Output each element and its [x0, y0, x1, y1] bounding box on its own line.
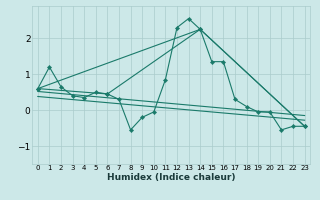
X-axis label: Humidex (Indice chaleur): Humidex (Indice chaleur)	[107, 173, 236, 182]
